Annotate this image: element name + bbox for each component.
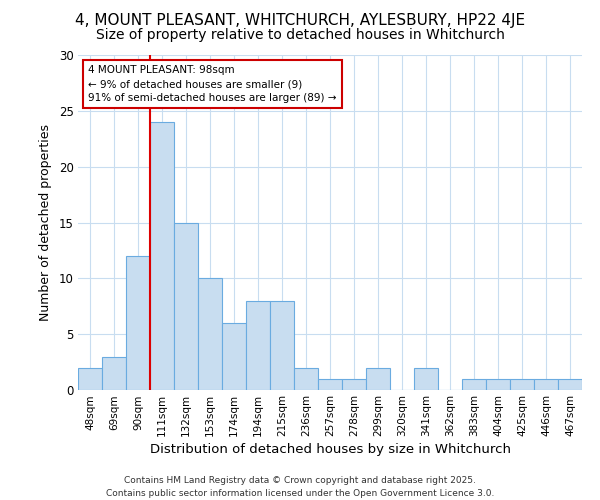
X-axis label: Distribution of detached houses by size in Whitchurch: Distribution of detached houses by size … <box>149 443 511 456</box>
Bar <box>270 300 294 390</box>
Bar <box>78 368 102 390</box>
Text: Contains HM Land Registry data © Crown copyright and database right 2025.
Contai: Contains HM Land Registry data © Crown c… <box>106 476 494 498</box>
Bar <box>366 368 390 390</box>
Bar <box>414 368 438 390</box>
Bar <box>126 256 150 390</box>
Bar <box>342 379 366 390</box>
Text: Size of property relative to detached houses in Whitchurch: Size of property relative to detached ho… <box>95 28 505 42</box>
Text: 4 MOUNT PLEASANT: 98sqm
← 9% of detached houses are smaller (9)
91% of semi-deta: 4 MOUNT PLEASANT: 98sqm ← 9% of detached… <box>88 65 337 103</box>
Bar <box>534 379 558 390</box>
Text: 4, MOUNT PLEASANT, WHITCHURCH, AYLESBURY, HP22 4JE: 4, MOUNT PLEASANT, WHITCHURCH, AYLESBURY… <box>75 12 525 28</box>
Bar <box>318 379 342 390</box>
Bar <box>510 379 534 390</box>
Bar <box>294 368 318 390</box>
Bar <box>462 379 486 390</box>
Bar <box>102 356 126 390</box>
Y-axis label: Number of detached properties: Number of detached properties <box>39 124 52 321</box>
Bar <box>486 379 510 390</box>
Bar <box>222 323 246 390</box>
Bar <box>558 379 582 390</box>
Bar <box>174 222 198 390</box>
Bar <box>246 300 270 390</box>
Bar <box>150 122 174 390</box>
Bar <box>198 278 222 390</box>
